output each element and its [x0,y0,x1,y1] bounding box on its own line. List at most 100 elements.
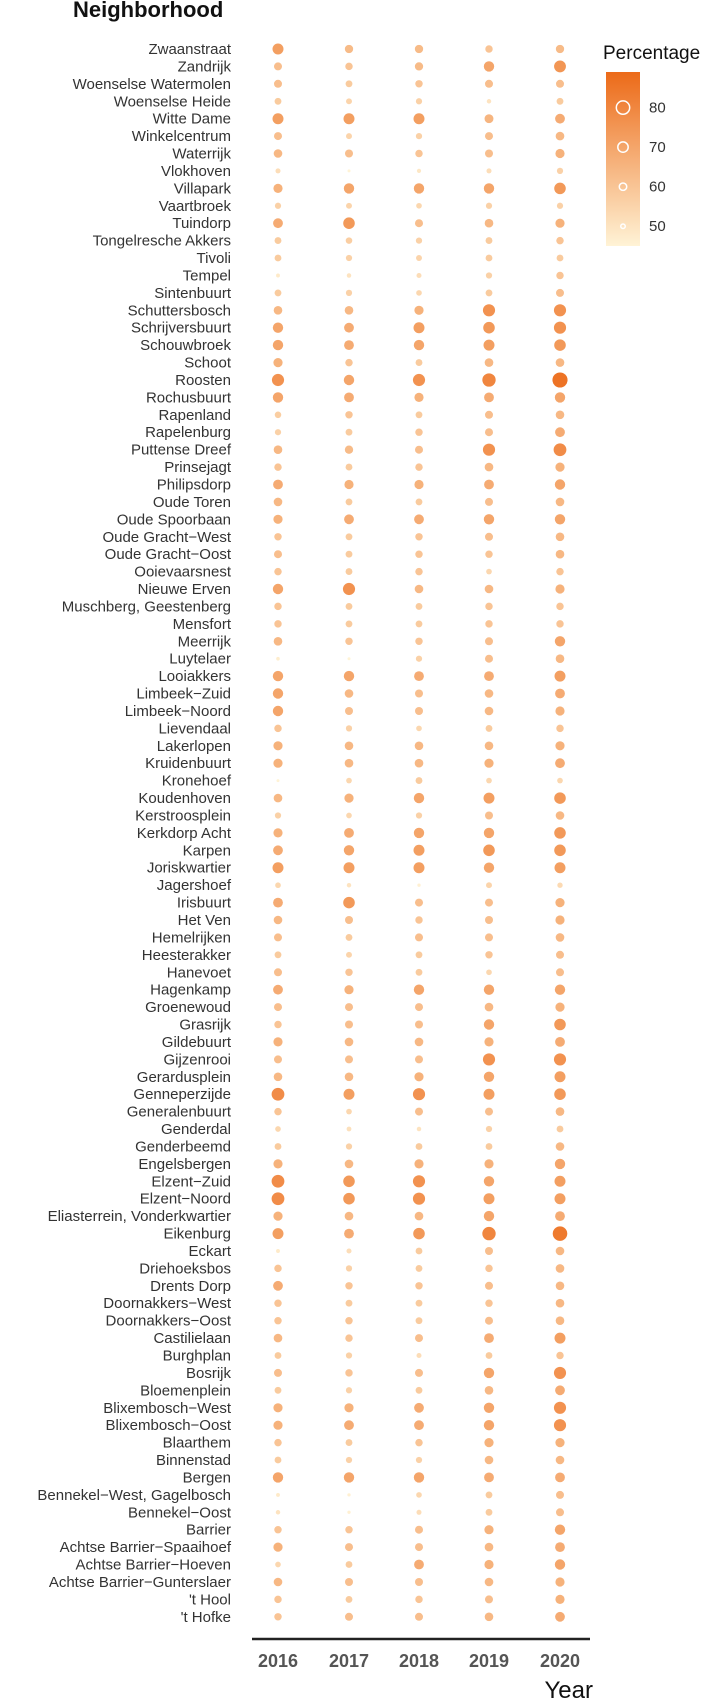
data-point [485,620,493,628]
row-label: 't Hofke [181,1609,231,1626]
data-point [415,602,423,610]
data-point [555,758,565,769]
row-label: Blixembosch−West [103,1400,232,1417]
row-label: Limbeek−Noord [125,703,231,720]
data-point [484,497,494,506]
data-point [415,951,423,959]
data-point [414,671,424,681]
data-point [272,1472,284,1483]
row-label: Lievendaal [158,720,231,737]
row-label: Waterrijk [172,146,231,163]
row: Schouwbroek [140,337,566,354]
data-point [414,1055,424,1064]
data-point [557,777,563,784]
row-label: Vlokhoven [161,163,231,180]
data-point [345,358,353,367]
data-point [554,1193,566,1205]
data-point [346,273,352,278]
data-point [414,479,424,490]
row: Woenselse Watermolen [73,76,565,93]
data-point [273,1420,283,1430]
row: Heesterakker [142,947,565,964]
row-label: Hanevoet [167,964,232,981]
row: Nieuwe Erven [138,581,565,598]
row-label: Rochusbuurt [146,389,232,406]
row: Jagershoef [157,877,563,894]
data-point [344,1612,354,1621]
row-label: Het Ven [178,912,231,929]
data-point [346,1126,352,1132]
data-point [274,1456,282,1464]
data-point [555,1508,565,1517]
data-point [484,689,494,698]
row-label: Zwaanstraat [148,41,231,58]
data-point [344,985,354,995]
data-point [556,254,564,262]
data-point [412,1088,426,1101]
data-point [273,828,283,838]
data-point [483,1367,495,1379]
row: Lievendaal [158,720,564,737]
data-point [484,132,494,141]
row: Gerardusplein [137,1069,566,1086]
row-label: Achtse Barrier−Gunterslaer [49,1574,231,1591]
data-point [343,896,355,909]
data-point [415,533,423,541]
data-point [485,951,493,959]
data-point [274,812,282,819]
row-label: Mensfort [173,616,232,633]
data-point [555,706,565,716]
data-point [554,1332,566,1344]
data-point [554,1175,566,1187]
data-point [555,950,565,959]
data-point [553,1366,567,1379]
data-point [414,898,424,907]
data-point [345,1282,353,1290]
row: 't Hofke [181,1609,565,1626]
data-point [344,305,354,315]
data-point [273,758,283,768]
data-point [414,1003,424,1012]
row-label: Kerstroosplein [135,807,231,824]
legend-colorbar [606,72,640,246]
data-point [345,1595,353,1603]
row: Meerrijk [178,633,566,650]
data-point [554,479,566,490]
data-point [555,532,565,542]
data-point [344,1543,354,1552]
data-point [273,845,283,856]
data-point [416,1352,422,1359]
data-point [344,1159,354,1169]
data-point [483,1019,495,1030]
data-point [484,218,494,228]
data-point [484,1595,494,1604]
row-label: Winkelcentrum [132,128,231,145]
row-label: Blaarthem [163,1435,231,1452]
data-point [415,1438,423,1447]
data-point [555,462,565,472]
data-point [415,1143,423,1150]
data-point [416,725,422,732]
chart-title: Neighborhood [73,0,223,22]
data-point [343,1472,355,1483]
row-label: Genderbeemd [135,1138,231,1155]
data-point [345,933,353,941]
data-point [274,1264,282,1273]
data-point [485,1143,493,1150]
data-point [486,168,492,174]
data-point [344,1037,354,1047]
data-point [415,359,423,367]
data-point [415,132,423,140]
row-label: Hemelrijken [152,929,231,946]
data-point [414,1211,424,1221]
data-point [553,1401,567,1414]
row-label: Nieuwe Erven [138,581,231,598]
data-point [344,689,354,698]
row: Zandrijk [178,58,566,75]
data-point [556,620,564,628]
row: Muschberg, Geestenberg [62,598,564,615]
data-point [482,304,496,317]
data-point [482,373,496,387]
data-point [343,845,355,856]
